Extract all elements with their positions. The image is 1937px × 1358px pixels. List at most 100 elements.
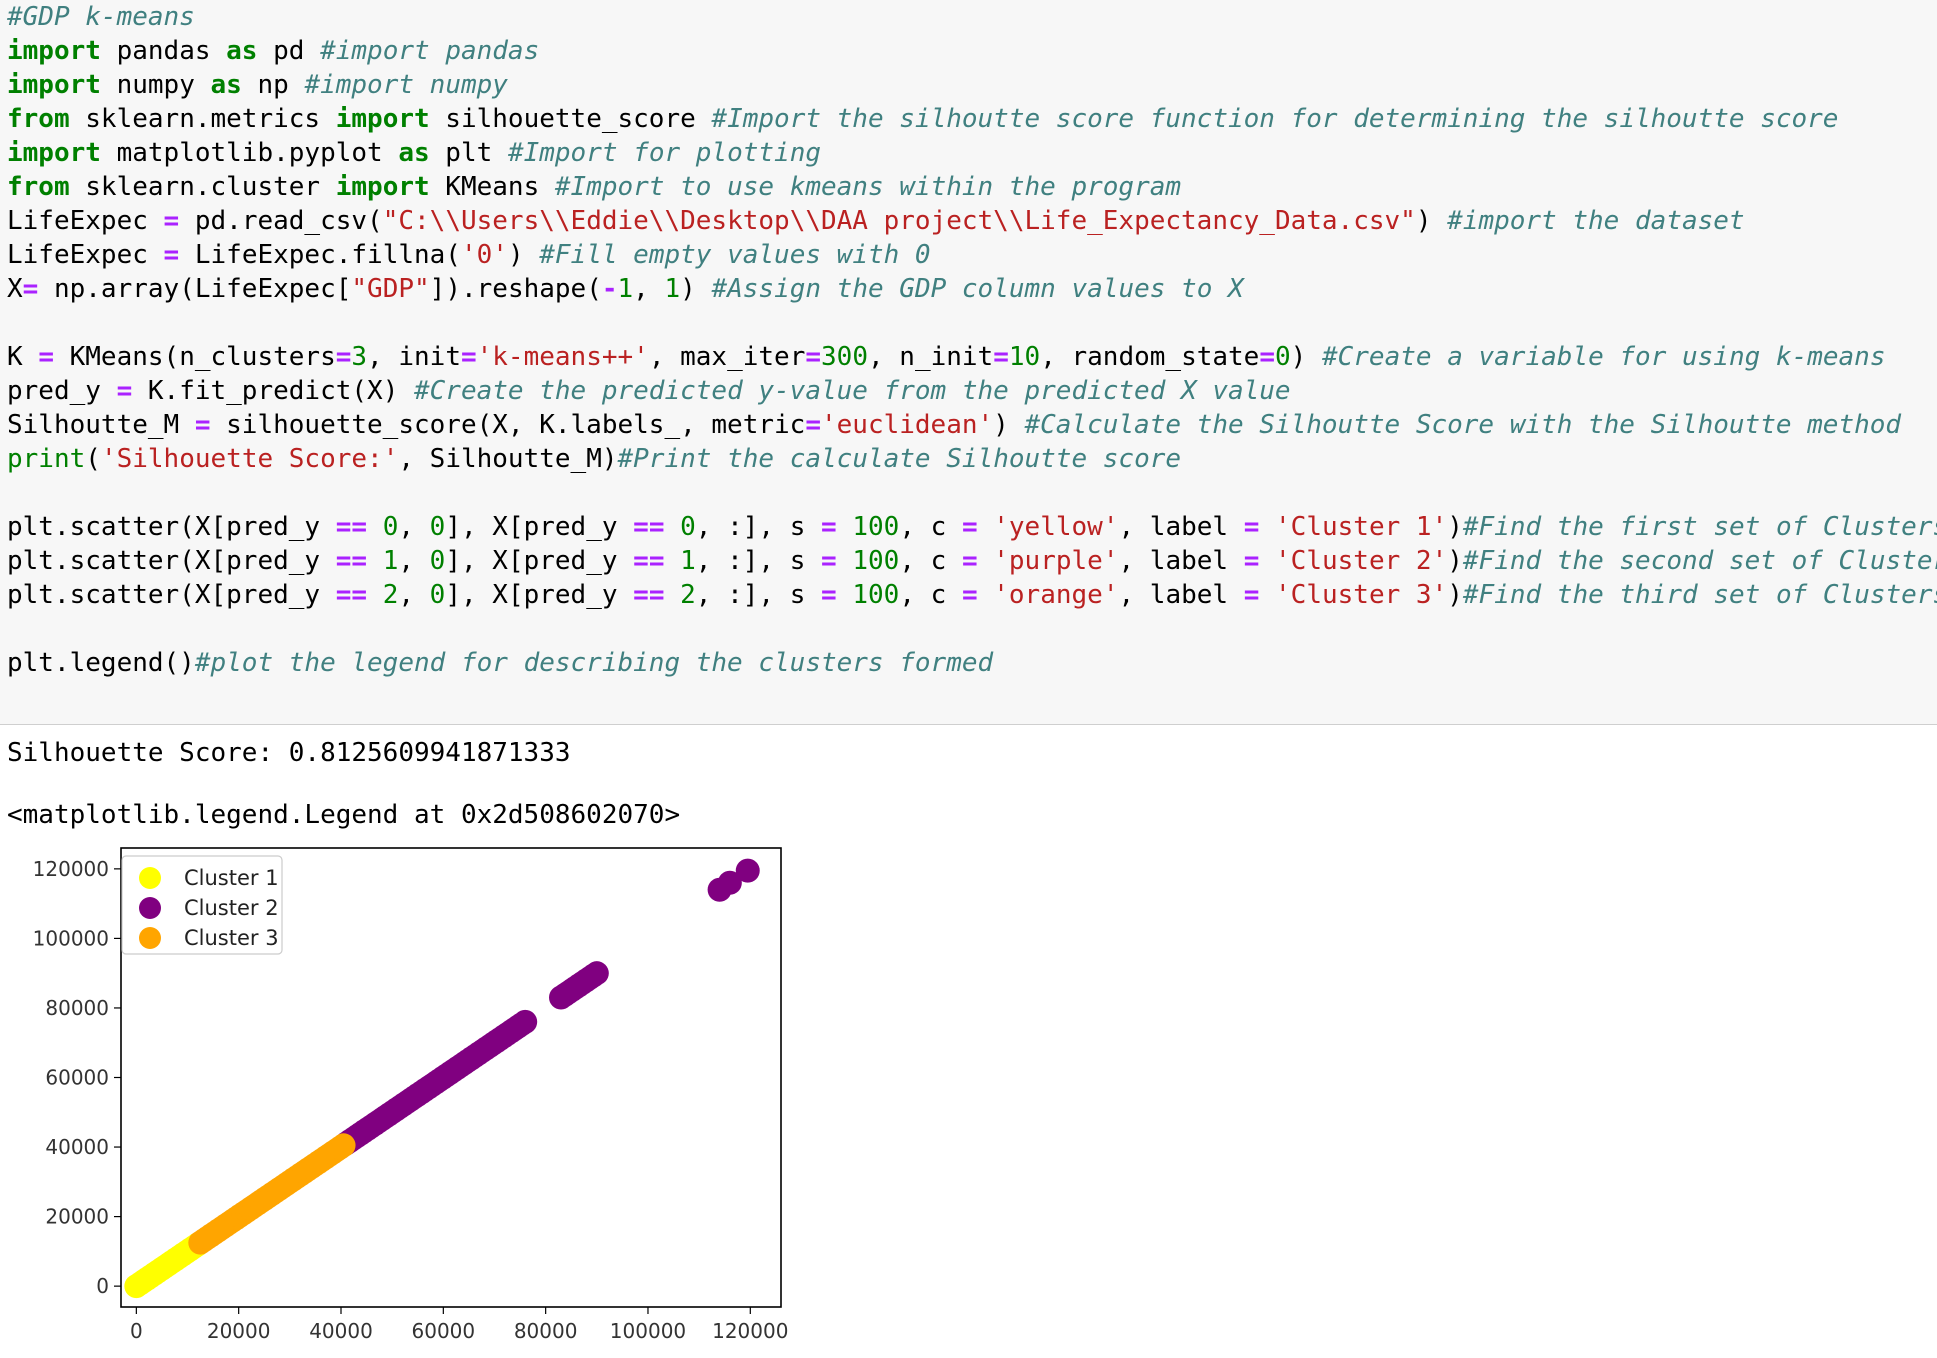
code-line: import pandas as pd #import pandas <box>7 34 539 68</box>
code-token: - <box>601 274 618 304</box>
legend-marker <box>139 867 161 889</box>
code-token: = <box>1243 512 1260 542</box>
code-token: plt.legend() <box>7 648 195 678</box>
code-token <box>664 546 680 576</box>
code-token: 2 <box>680 580 696 610</box>
legend-repr-output: <matplotlib.legend.Legend at 0x2d5086020… <box>7 800 681 830</box>
code-token: LifeExpec <box>7 206 164 236</box>
code-line: plt.scatter(X[pred_y == 2, 0], X[pred_y … <box>7 578 1937 612</box>
code-token: from <box>7 104 70 134</box>
code-token: , Silhoutte_M) <box>398 444 618 474</box>
code-token: 1 <box>382 546 399 576</box>
code-line: import numpy as np #import numpy <box>7 68 508 102</box>
code-token: 100 <box>852 546 900 576</box>
code-token: ]).reshape( <box>429 274 602 304</box>
code-token: print <box>7 444 86 474</box>
code-token: , label <box>1118 546 1244 576</box>
code-token: = <box>961 512 978 542</box>
code-line: from sklearn.metrics import silhouette_s… <box>7 102 1838 136</box>
code-token: ) <box>1415 206 1448 236</box>
code-token: "GDP" <box>351 274 430 304</box>
code-line: Silhoutte_M = silhouette_score(X, K.labe… <box>7 408 1901 442</box>
code-token: 'k-means++' <box>476 342 649 372</box>
code-token <box>1259 546 1275 576</box>
code-token: plt <box>429 138 508 168</box>
code-token: sklearn.metrics <box>69 104 336 134</box>
code-token: #Assign the GDP column values to X <box>711 274 1244 304</box>
code-token: , :], s <box>695 546 822 576</box>
code-token: np.array(LifeExpec[ <box>38 274 352 304</box>
code-cell[interactable]: #GDP k-means import pandas as pd #import … <box>0 0 1937 725</box>
code-line: K = KMeans(n_clusters=3, init='k-means++… <box>7 340 1886 374</box>
legend-box <box>121 855 283 955</box>
output-area: Silhouette Score: 0.8125609941871333 <ma… <box>0 726 1937 1358</box>
scatter-point <box>735 858 760 883</box>
code-token: = <box>961 546 978 576</box>
code-token: import <box>7 70 101 100</box>
code-token: , :], s <box>695 512 822 542</box>
x-tick-label: 60000 <box>412 1319 476 1343</box>
code-token: sklearn.cluster <box>69 172 336 202</box>
code-token: == <box>633 546 665 576</box>
code-token: ], X[pred_y <box>445 580 634 610</box>
code-token: == <box>335 546 368 576</box>
code-line: X= np.array(LifeExpec["GDP"]).reshape(-1… <box>7 272 1244 306</box>
code-token: 10 <box>1008 342 1041 372</box>
code-token: = <box>335 342 352 372</box>
x-tick-label: 20000 <box>207 1319 271 1343</box>
code-token: 1 <box>617 274 634 304</box>
y-tick-label: 0 <box>96 1274 109 1298</box>
code-token: = <box>821 512 837 542</box>
code-token: 0 <box>429 512 446 542</box>
code-token: #Find the third set of Clusters <box>1462 580 1937 610</box>
code-token <box>367 546 383 576</box>
code-token: == <box>335 512 368 542</box>
legend-label: Cluster 1 <box>184 866 279 890</box>
code-token: ) <box>1447 580 1463 610</box>
code-token: #Import to use kmeans within the program <box>554 172 1182 202</box>
code-token <box>664 580 680 610</box>
code-token: 0 <box>1275 342 1291 372</box>
code-token: , init <box>367 342 461 372</box>
scatter-point <box>331 1133 356 1158</box>
code-token: as <box>210 70 242 100</box>
code-token <box>837 512 853 542</box>
code-token: #Create a variable for using k-means <box>1321 342 1886 372</box>
code-token: = <box>163 206 180 236</box>
code-token: #Find the first set of Clusters <box>1462 512 1937 542</box>
code-token: KMeans(n_clusters <box>53 342 336 372</box>
x-tick-label: 0 <box>130 1319 143 1343</box>
code-line: plt.scatter(X[pred_y == 1, 0], X[pred_y … <box>7 544 1937 578</box>
code-token: , max_iter <box>648 342 806 372</box>
code-token: = <box>38 342 54 372</box>
code-token: ], X[pred_y <box>445 512 634 542</box>
code-token: , label <box>1118 580 1244 610</box>
code-token: import <box>335 172 430 202</box>
code-token: LifeExpec.fillna( <box>179 240 461 270</box>
code-token: pd.read_csv( <box>179 206 383 236</box>
code-token: numpy <box>100 70 211 100</box>
code-token <box>978 580 994 610</box>
code-token: 'Silhouette Score:' <box>100 444 399 474</box>
code-token: as <box>226 36 258 66</box>
code-token: , <box>398 512 430 542</box>
code-token: , c <box>899 580 962 610</box>
code-token: import <box>7 138 101 168</box>
code-token: 300 <box>821 342 868 372</box>
code-token: 'purple' <box>993 546 1119 576</box>
code-token: = <box>194 410 211 440</box>
x-tick-label: 120000 <box>712 1319 788 1343</box>
code-token: #Calculate the Silhoutte Score with the … <box>1024 410 1902 440</box>
code-token: silhouette_score(X, K.labels_, metric <box>210 410 806 440</box>
code-token: 'euclidean' <box>820 410 994 440</box>
code-line: print('Silhouette Score:', Silhoutte_M)#… <box>7 442 1181 476</box>
code-token: #import numpy <box>304 70 508 100</box>
code-token: from <box>7 172 70 202</box>
code-token: plt.scatter(X[pred_y <box>7 512 336 542</box>
code-token: = <box>805 410 821 440</box>
code-line: import matplotlib.pyplot as plt #Import … <box>7 136 821 170</box>
code-line: from sklearn.cluster import KMeans #Impo… <box>7 170 1181 204</box>
code-token <box>664 512 680 542</box>
code-token: KMeans <box>429 172 555 202</box>
code-token: 100 <box>852 580 900 610</box>
